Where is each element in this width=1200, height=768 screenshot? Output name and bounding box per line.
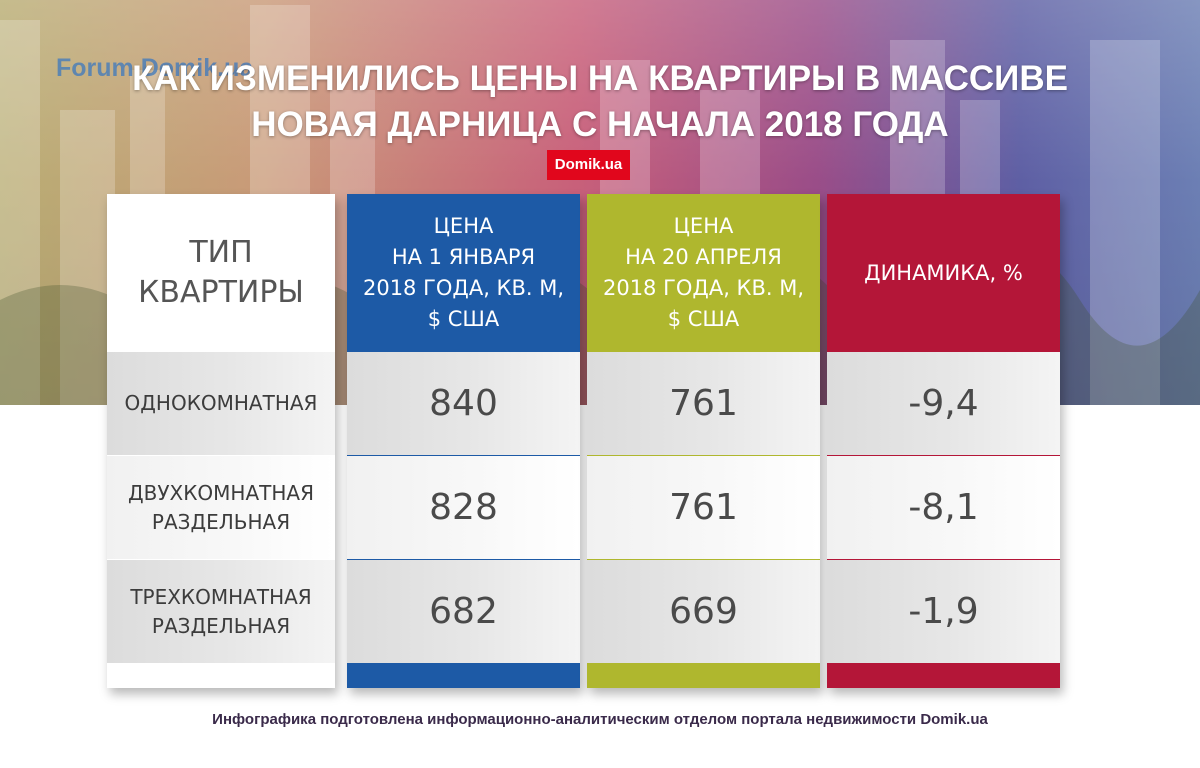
column-dynamics: ДИНАМИКА, % -9,4 -8,1 -1,9 (827, 194, 1060, 688)
title-line-2: НОВАЯ ДАРНИЦА С НАЧАЛА 2018 ГОДА (251, 105, 949, 144)
row-label-2: ДВУХКОМНАТНАЯ РАЗДЕЛЬНАЯ (107, 456, 335, 559)
value-jan-1: 840 (429, 383, 498, 424)
cell-jan-2: 828 (347, 456, 580, 559)
brand-badge: Domik.ua (547, 150, 630, 180)
header-type: ТИП КВАРТИРЫ (138, 235, 304, 310)
value-apr-3: 669 (669, 591, 738, 632)
row-label-text: ДВУХКОМНАТНАЯ РАЗДЕЛЬНАЯ (128, 480, 314, 534)
column-type: ТИП КВАРТИРЫ ОДНОКОМНАТНАЯ ДВУХКОМНАТНАЯ… (107, 194, 335, 688)
value-jan-3: 682 (429, 591, 498, 632)
footer-credit: Инфографика подготовлена информационно-а… (212, 711, 988, 728)
row-label-text: ОДНОКОМНАТНАЯ (124, 391, 318, 415)
forum-watermark: Forum.Domik.ua (56, 54, 254, 82)
cell-jan-3: 682 (347, 560, 580, 663)
cell-apr-1: 761 (587, 352, 820, 455)
row-label-3: ТРЕХКОМНАТНАЯ РАЗДЕЛЬНАЯ (107, 560, 335, 663)
value-jan-2: 828 (429, 487, 498, 528)
cell-dyn-2: -8,1 (827, 456, 1060, 559)
value-dyn-2: -8,1 (908, 487, 979, 528)
header-price-jan: ЦЕНА НА 1 ЯНВАРЯ 2018 ГОДА, КВ. М, $ США (362, 214, 565, 331)
row-label-1: ОДНОКОМНАТНАЯ (107, 352, 335, 455)
cell-jan-1: 840 (347, 352, 580, 455)
value-apr-1: 761 (669, 383, 738, 424)
row-label-text: ТРЕХКОМНАТНАЯ РАЗДЕЛЬНАЯ (130, 584, 312, 638)
cell-dyn-3: -1,9 (827, 560, 1060, 663)
cell-apr-2: 761 (587, 456, 820, 559)
value-dyn-3: -1,9 (908, 591, 979, 632)
column-price-apr: ЦЕНА НА 20 АПРЕЛЯ 2018 ГОДА, КВ. М, $ СШ… (587, 194, 820, 688)
page-title: КАК ИЗМЕНИЛИСЬ ЦЕНЫ НА КВАРТИРЫ В МАССИВ… (0, 56, 1200, 148)
title-line-1: КАК ИЗМЕНИЛИСЬ ЦЕНЫ НА КВАРТИРЫ В МАССИВ… (132, 59, 1068, 98)
value-apr-2: 761 (669, 487, 738, 528)
value-dyn-1: -9,4 (908, 383, 979, 424)
column-price-jan: ЦЕНА НА 1 ЯНВАРЯ 2018 ГОДА, КВ. М, $ США… (347, 194, 580, 688)
header-price-apr: ЦЕНА НА 20 АПРЕЛЯ 2018 ГОДА, КВ. М, $ СШ… (602, 214, 805, 331)
cell-apr-3: 669 (587, 560, 820, 663)
header-dynamics: ДИНАМИКА, % (864, 260, 1023, 285)
cell-dyn-1: -9,4 (827, 352, 1060, 455)
